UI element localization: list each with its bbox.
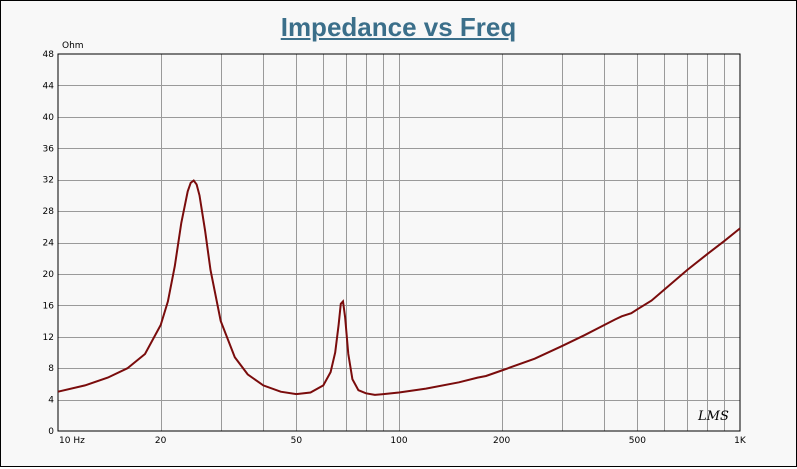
- x-tick-label: 1K: [734, 436, 747, 446]
- x-axis-ticks: 10 Hz 20 50 100 200 500 1K: [59, 436, 747, 446]
- x-tick-label: 200: [493, 436, 510, 446]
- y-tick-label: 0: [48, 427, 54, 437]
- x-tick-label: 50: [291, 436, 303, 446]
- y-tick-label: 48: [43, 50, 55, 60]
- chart-title: Impedance vs Freq: [280, 12, 517, 42]
- y-tick-label: 4: [48, 396, 54, 406]
- y-tick-label: 32: [43, 176, 54, 186]
- y-tick-label: 16: [43, 301, 55, 311]
- y-tick-label: 40: [43, 113, 55, 123]
- plot-border: [57, 53, 741, 432]
- y-tick-label: 12: [43, 333, 54, 343]
- lms-watermark: LMS: [697, 409, 729, 424]
- y-tick-label: 24: [43, 239, 55, 249]
- grid-lines: [58, 54, 740, 431]
- y-tick-label: 8: [48, 364, 54, 374]
- x-tick-label: 100: [390, 436, 407, 446]
- y-tick-label: 36: [43, 144, 55, 154]
- x-tick-label: 10 Hz: [59, 436, 85, 446]
- x-tick-label: 500: [629, 436, 646, 446]
- y-tick-label: 44: [43, 81, 55, 91]
- x-tick-label: 20: [155, 436, 167, 446]
- y-tick-label: 20: [43, 270, 55, 280]
- y-tick-label: 28: [43, 207, 55, 217]
- impedance-curve: [57, 179, 741, 396]
- y-axis-unit: Ohm: [62, 41, 84, 51]
